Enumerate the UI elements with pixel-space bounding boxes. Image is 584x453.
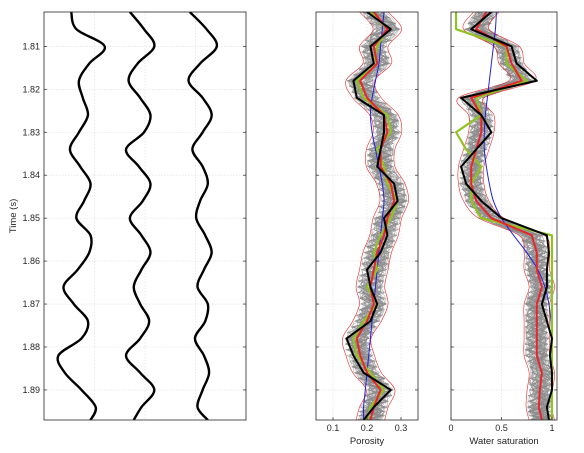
x-tick-label: 0.5 bbox=[495, 423, 508, 433]
y-tick-label: 1.87 bbox=[22, 299, 40, 309]
prior-trend-line-porosity bbox=[362, 12, 385, 420]
water-saturation-plot-area bbox=[454, 12, 555, 420]
y-tick-label: 1.89 bbox=[22, 385, 40, 395]
realization-line bbox=[462, 12, 555, 420]
seismic-trace-2 bbox=[124, 12, 156, 420]
seismic-traces-panel: 1.81 1.82 1.83 1.84 1.85 1.86 1.87 1.88 1.89 Time… bbox=[8, 11, 247, 421]
realization-line bbox=[346, 12, 406, 420]
realization-line bbox=[344, 12, 399, 420]
y-tick-label: 1.81 bbox=[22, 41, 40, 51]
seismic-trace-3 bbox=[187, 12, 219, 420]
x-tick-label: 0.2 bbox=[361, 423, 374, 433]
realization-line bbox=[461, 12, 550, 420]
envelope-line bbox=[341, 12, 381, 420]
realization-line bbox=[345, 12, 406, 420]
y-tick-label: 1.82 bbox=[22, 84, 40, 94]
seismic-traces-axes-frame bbox=[43, 11, 247, 421]
x-tick-label: 0.3 bbox=[395, 423, 408, 433]
best-estimate-line-porosity bbox=[352, 12, 399, 420]
y-tick-label: 1.86 bbox=[22, 256, 40, 266]
x-axis-label: Water saturation bbox=[469, 436, 538, 447]
y-tick-label: 1.85 bbox=[22, 213, 40, 223]
x-axis-label: Porosity bbox=[350, 436, 385, 447]
x-tick-label: 0.1 bbox=[327, 423, 340, 433]
realization-line bbox=[346, 12, 403, 420]
envelope-line bbox=[456, 12, 530, 420]
x-tick-label: 1 bbox=[549, 423, 554, 433]
reference-line-water-saturation bbox=[460, 12, 553, 420]
porosity-plot-area bbox=[341, 12, 409, 420]
envelope-line bbox=[370, 12, 409, 420]
water-saturation-panel: 0 0.5 1 Water saturation bbox=[448, 11, 558, 447]
mean-line-porosity bbox=[355, 12, 396, 420]
mean-line-water-saturation bbox=[470, 12, 543, 420]
y-tick-label: 1.84 bbox=[22, 170, 40, 180]
y-tick-label: 1.83 bbox=[22, 127, 40, 137]
best-estimate-line-water-saturation bbox=[454, 12, 554, 420]
water-saturation-axes-frame bbox=[450, 11, 558, 421]
seismic-trace-1 bbox=[56, 12, 106, 420]
y-axis-label: Time (s) bbox=[8, 199, 19, 233]
seismic-traces-plot-area bbox=[56, 12, 219, 420]
y-tick-label: 1.88 bbox=[22, 342, 40, 352]
reference-line-porosity bbox=[345, 12, 399, 420]
porosity-panel: 0.1 0.2 0.3 Porosity bbox=[315, 11, 419, 447]
x-tick-label: 0 bbox=[448, 423, 453, 433]
realization-line bbox=[350, 12, 401, 420]
